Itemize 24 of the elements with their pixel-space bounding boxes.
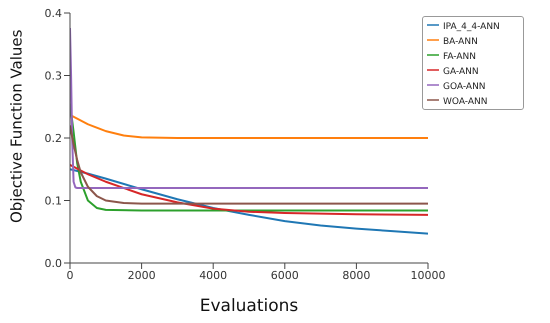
y-tick-label: 0.0 bbox=[44, 256, 62, 270]
y-tick-label: 0.2 bbox=[44, 132, 62, 145]
x-axis-title: Evaluations bbox=[200, 296, 298, 316]
y-axis-title: Objective Function Values bbox=[7, 29, 26, 223]
x-tick-label: 6000 bbox=[270, 268, 299, 282]
legend-label: FA-ANN bbox=[443, 52, 476, 62]
line-series bbox=[70, 124, 428, 205]
x-tick-label: 8000 bbox=[342, 268, 370, 282]
legend-label: BA-ANN bbox=[443, 37, 478, 47]
x-tick-label: 0 bbox=[66, 268, 74, 282]
line-series bbox=[70, 27, 428, 189]
line-series bbox=[70, 164, 428, 216]
legend-label: WOA-ANN bbox=[443, 97, 488, 107]
legend-label: IPA_4_4-ANN bbox=[443, 22, 500, 32]
x-tick-label: 4000 bbox=[199, 268, 228, 282]
y-tick-label: 0.3 bbox=[44, 69, 62, 82]
legend-label: GA-ANN bbox=[443, 67, 479, 77]
y-tick-label: 0.4 bbox=[44, 6, 62, 20]
legend-label: GOA-ANN bbox=[443, 82, 486, 92]
line-series bbox=[70, 114, 428, 139]
x-tick-label: 2000 bbox=[128, 268, 156, 282]
y-tick-label: 0.1 bbox=[44, 194, 62, 208]
x-tick-label: 10000 bbox=[410, 268, 446, 282]
line-series bbox=[70, 168, 428, 235]
